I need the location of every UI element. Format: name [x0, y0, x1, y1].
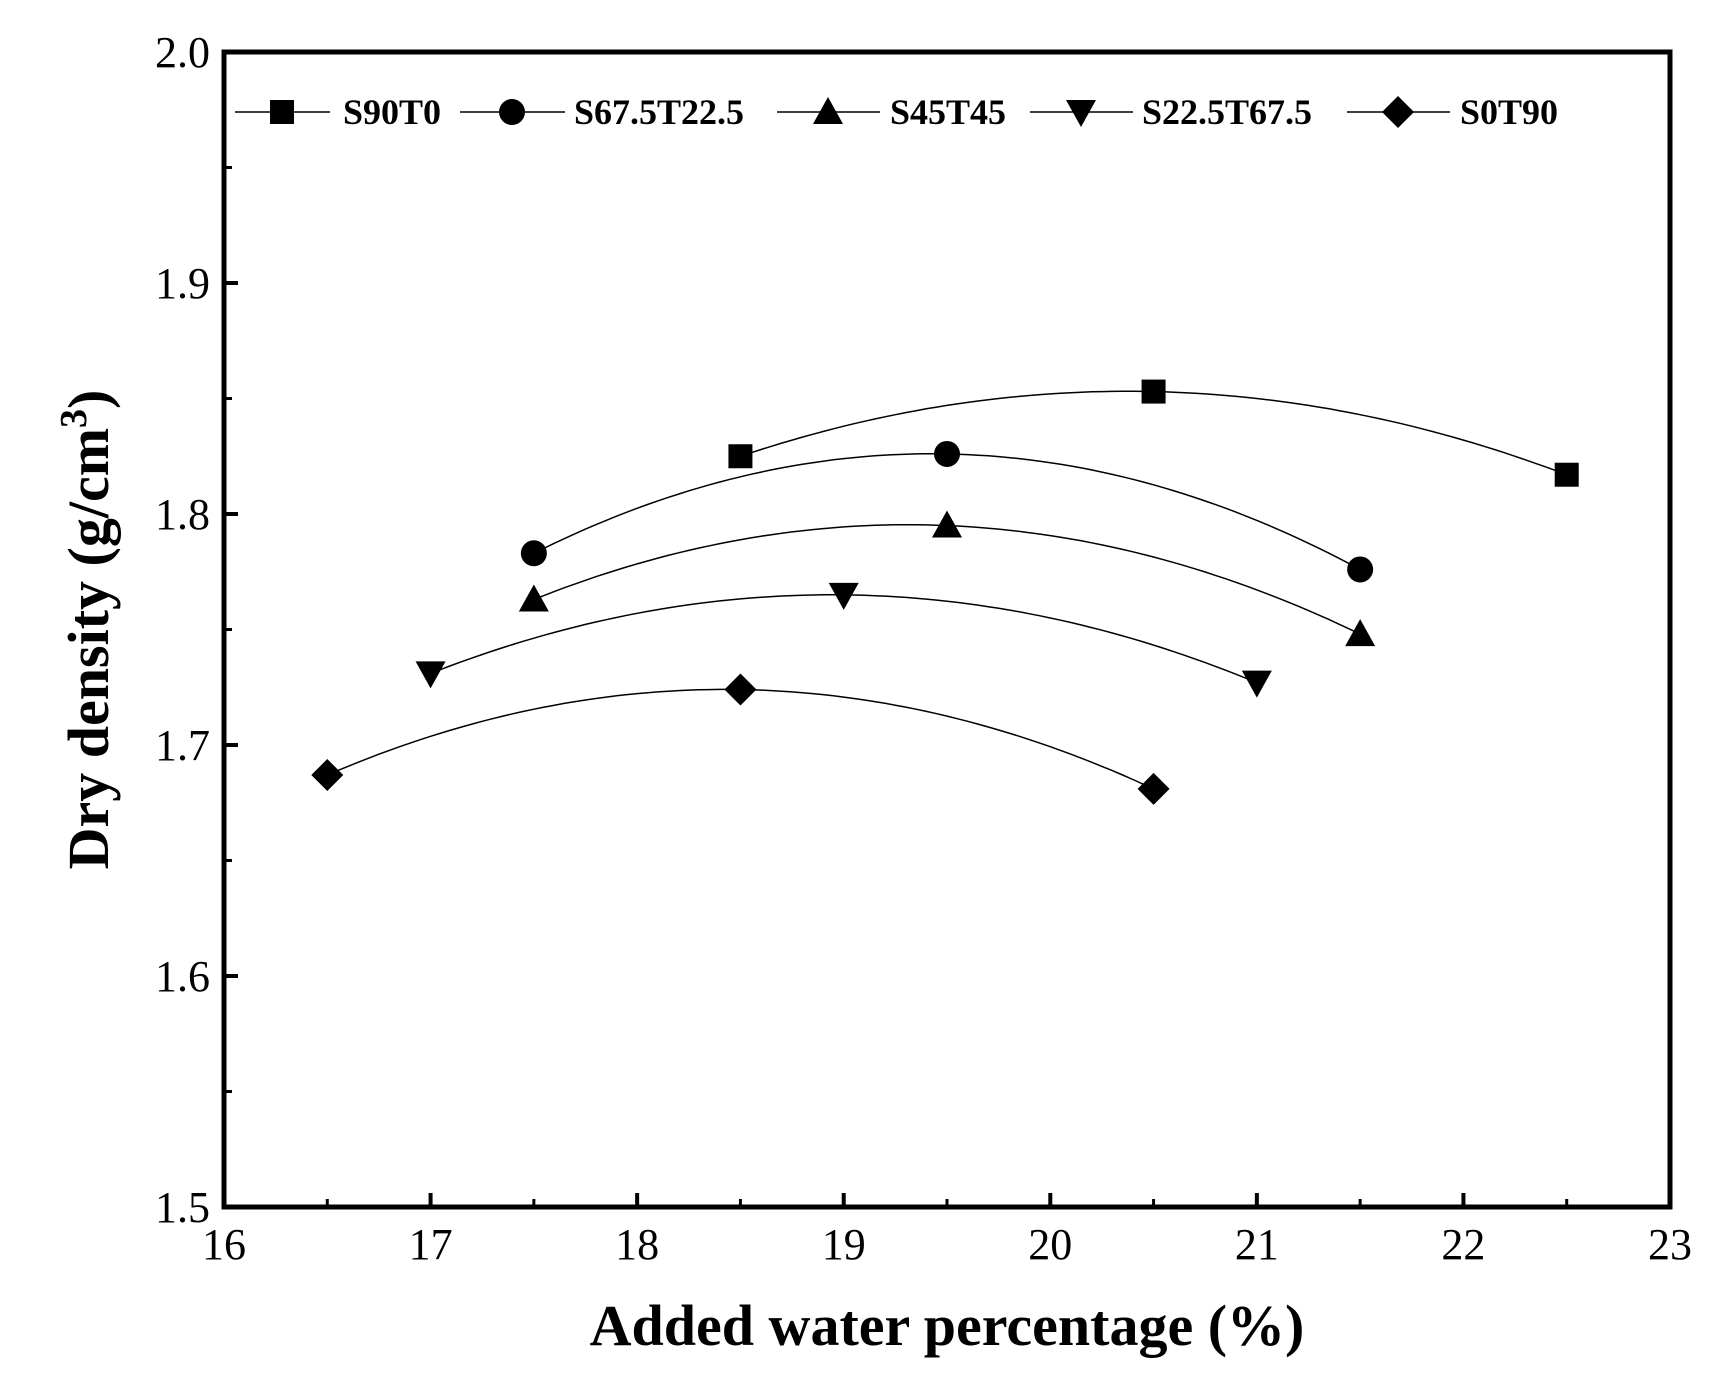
point-S90T0	[1554, 462, 1579, 487]
curve-S45T45	[533, 523, 1361, 635]
point-S45T45	[932, 510, 962, 538]
y-axis-title-main: Dry density (g/cm	[56, 428, 121, 869]
axis-ticks: 16 17 18 19 20 21 22 23 1.5 1.6 1.7 1.8 1.9 2.0	[155, 28, 1692, 1269]
x-tick-label: 17	[409, 1220, 453, 1269]
point-S67.5T22.5	[520, 540, 547, 567]
x-tick-label: 23	[1648, 1220, 1692, 1269]
point-S0T90	[311, 759, 344, 792]
point-S45T45	[1345, 619, 1376, 647]
legend-marker	[1066, 100, 1096, 127]
x-tick-label: 22	[1441, 1220, 1485, 1269]
legend-marker	[813, 97, 843, 124]
data-markers	[311, 379, 1579, 805]
y-axis-title-superscript: 3	[53, 409, 95, 428]
legend-label: S0T90	[1460, 92, 1558, 132]
point-S0T90	[724, 673, 757, 706]
x-tick-label: 19	[822, 1220, 866, 1269]
legend-label: S90T0	[343, 92, 441, 132]
point-S22.5T67.5	[415, 661, 446, 689]
legend-label: S67.5T22.5	[574, 92, 744, 132]
y-tick-label: 1.8	[155, 490, 210, 539]
x-tick-label: 18	[615, 1220, 659, 1269]
point-S0T90	[1137, 772, 1170, 805]
legend-label: S22.5T67.5	[1142, 92, 1312, 132]
point-S90T0	[728, 444, 753, 469]
y-tick-label: 1.6	[155, 952, 210, 1001]
legend-marker	[1382, 96, 1414, 128]
y-tick-label: 1.5	[155, 1183, 210, 1232]
y-tick-label: 1.7	[155, 721, 210, 770]
legend: S90T0 S67.5T22.5 S45T45 S22.5T67.5 S0T90	[235, 92, 1558, 132]
point-S67.5T22.5	[934, 440, 960, 467]
legend-marker	[499, 99, 525, 125]
point-S67.5T22.5	[1347, 556, 1374, 583]
y-tick-label: 1.9	[155, 259, 210, 308]
x-tick-label: 20	[1028, 1220, 1072, 1269]
plot-area-frame	[221, 49, 1673, 1210]
x-tick-label: 21	[1235, 1220, 1279, 1269]
curve-S90T0	[740, 390, 1567, 476]
y-axis-title-close: )	[56, 390, 121, 409]
point-S90T0	[1141, 379, 1166, 404]
legend-marker	[270, 100, 294, 124]
y-axis-title: Dry density (g/cm3)	[53, 390, 121, 870]
x-axis-title: Added water percentage (%)	[590, 1293, 1305, 1358]
x-tick-label: 16	[202, 1220, 246, 1269]
point-S45T45	[518, 584, 549, 612]
point-S22.5T67.5	[1241, 670, 1272, 698]
legend-label: S45T45	[890, 92, 1006, 132]
y-tick-label: 2.0	[155, 28, 210, 77]
point-S22.5T67.5	[828, 582, 859, 610]
